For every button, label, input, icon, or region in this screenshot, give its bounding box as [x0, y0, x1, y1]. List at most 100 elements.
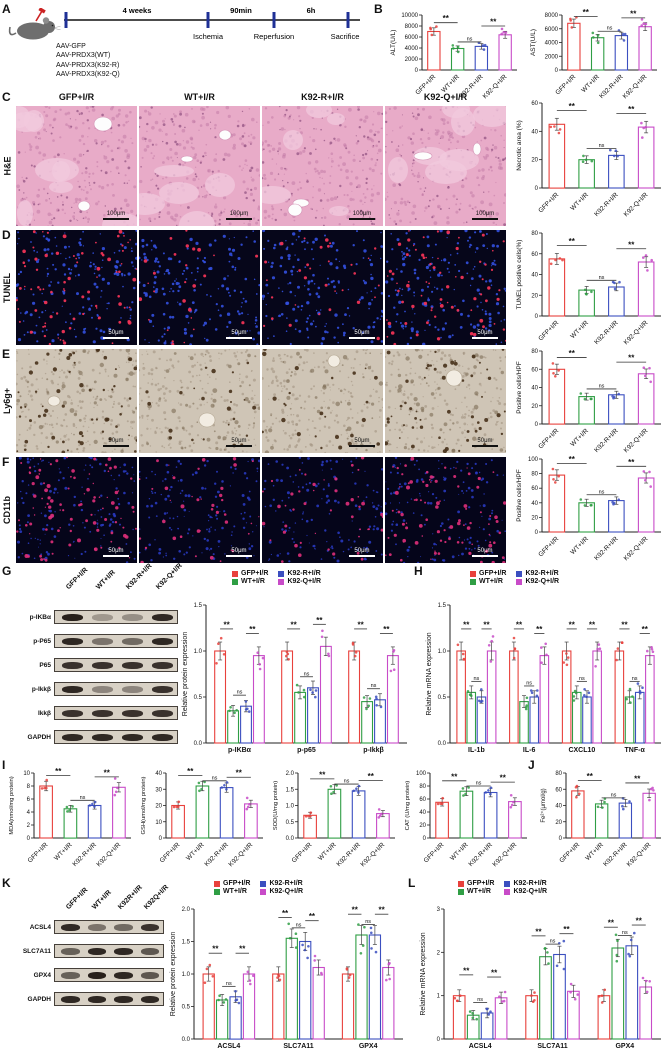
svg-text:0.0: 0.0	[438, 741, 447, 747]
legend-label: K92-Q+I/R	[287, 578, 322, 585]
svg-text:**: **	[536, 625, 543, 634]
svg-text:WT+I/R: WT+I/R	[317, 841, 338, 862]
event-ischemia: Ischemia	[193, 32, 224, 41]
aav-item: AAV-PRDX3(K92-Q)	[56, 71, 120, 79]
blot-protein-label: Ikkβ	[37, 709, 51, 717]
svg-text:8000: 8000	[545, 13, 559, 19]
legend-swatch-k92r	[278, 570, 285, 577]
legend-swatch-k92q	[260, 888, 267, 895]
svg-text:**: **	[569, 620, 576, 629]
svg-text:0: 0	[415, 68, 419, 74]
timeline-tick-reperfusion	[272, 12, 276, 28]
svg-text:MDA(nmol/mg protein): MDA(nmol/mg protein)	[9, 776, 15, 834]
aav-item: AAV-PRDX3(K92-R)	[56, 61, 120, 69]
blot-band-strip	[54, 658, 178, 672]
svg-text:K92-R+I/R: K92-R+I/R	[593, 427, 620, 454]
svg-text:GFP+I/R: GFP+I/R	[537, 319, 560, 342]
blot-band-strip	[54, 992, 164, 1006]
svg-text:TNF-α: TNF-α	[625, 747, 646, 754]
svg-text:WT+I/R: WT+I/R	[53, 841, 74, 862]
row-label-tunel: TUNEL	[2, 272, 12, 303]
svg-text:ns: ns	[473, 676, 479, 682]
svg-text:0.0: 0.0	[194, 741, 203, 747]
blot-g-lane-wt: WT+I/R	[95, 569, 117, 591]
svg-text:100μm: 100μm	[107, 211, 125, 217]
chart-g-protein: 0.0 0.5 1.0 1.5 Relative protein expression p…	[180, 598, 410, 761]
svg-text:1.5: 1.5	[194, 603, 203, 609]
svg-text:50μm: 50μm	[231, 330, 246, 336]
legend-item: WT+I/R	[458, 888, 494, 895]
tunel-image-gfp: 50μm	[16, 230, 137, 350]
legend-item: GFP+I/R	[214, 880, 250, 887]
legend-item: GFP+I/R	[470, 570, 506, 577]
svg-text:ALT(U/L): ALT(U/L)	[390, 30, 397, 56]
legend-swatch-k92q	[516, 578, 523, 585]
svg-text:GFP+I/R: GFP+I/R	[159, 841, 182, 864]
segment-4weeks: 4 weeks	[123, 6, 152, 15]
svg-text:50μm: 50μm	[231, 548, 246, 554]
timeline-tick-ischemia	[206, 12, 210, 28]
svg-text:p-IKBα: p-IKBα	[228, 747, 252, 754]
legend-label: WT+I/R	[223, 888, 247, 895]
svg-text:GFP+I/R: GFP+I/R	[27, 841, 50, 864]
legend-swatch-wt	[458, 888, 464, 895]
svg-text:WT+I/R: WT+I/R	[569, 427, 590, 448]
legend-swatch-k92q	[504, 888, 511, 895]
legend-label: GFP+I/R	[223, 880, 251, 887]
svg-text:ns: ns	[526, 680, 532, 686]
segment-6h: 6h	[307, 6, 316, 15]
svg-text:0: 0	[555, 68, 559, 74]
legend-swatch-k92q	[278, 578, 285, 585]
svg-text:100: 100	[528, 457, 539, 463]
svg-text:1.0: 1.0	[194, 649, 203, 655]
blot-protein-label: SLC7A11	[22, 947, 51, 955]
tunel-image-k92r: 50μm	[262, 230, 383, 350]
legend-l: GFP+I/R K92-R+I/R WT+I/R K92-Q+I/R	[458, 880, 547, 895]
svg-text:20: 20	[531, 158, 538, 164]
legend-item: WT+I/R	[470, 578, 506, 585]
svg-text:Necrotic area (%): Necrotic area (%)	[516, 120, 523, 171]
blot-row: p-Ikkβ	[12, 682, 178, 696]
legend-h: GFP+I/R K92-R+I/R WT+I/R K92-Q+I/R	[470, 570, 559, 585]
chart-ast: 0 2000 4000 6000 8000 AST(U/L) GFP+I/R WT+I/R K9…	[528, 8, 660, 107]
svg-text:SOD(U/mg protein): SOD(U/mg protein)	[273, 781, 279, 831]
ly6g-image-gfp: 50μm	[16, 349, 137, 458]
svg-text:2000: 2000	[545, 54, 559, 60]
he-image-gfp: 100μm	[16, 106, 137, 231]
svg-text:K92-R+I/R: K92-R+I/R	[593, 191, 620, 218]
svg-text:**: **	[463, 620, 470, 629]
legend-label: K92-R+I/R	[525, 570, 559, 577]
panel-label-c: C	[2, 90, 11, 104]
svg-text:4000: 4000	[545, 41, 559, 47]
blot-row: p-P65	[12, 634, 178, 648]
svg-text:K92-Q+I/R: K92-Q+I/R	[623, 191, 650, 218]
legend-swatch-gfp	[458, 880, 464, 887]
chart-l-mrna: 0 1 2 3 Relative mRNA expression ACSL4 SLC7A11…	[418, 902, 664, 1056]
svg-text:WT+I/R: WT+I/R	[580, 73, 601, 94]
panel-label-k: K	[2, 876, 11, 890]
panel-label-e: E	[2, 347, 11, 361]
blot-band-strip	[54, 634, 178, 648]
svg-text:40: 40	[531, 273, 538, 279]
panel-label-g: G	[2, 564, 12, 578]
svg-text:ns: ns	[304, 671, 310, 677]
svg-text:**: **	[589, 620, 596, 629]
panel-label-b: B	[374, 2, 383, 16]
legend-label: GFP+I/R	[241, 570, 269, 577]
svg-text:50μm: 50μm	[108, 438, 123, 444]
blot-k-lane-gfp: GFP+I/R	[65, 886, 90, 911]
timeline-tick-injection	[64, 12, 68, 28]
svg-text:ns: ns	[212, 775, 218, 781]
svg-text:**: **	[621, 620, 628, 629]
chart-ly6g: 0 20 40 60 80 Positive cells/HPF GFP+I/R WT+I/R…	[514, 344, 664, 461]
blot-row: P65	[12, 658, 178, 672]
svg-text:20: 20	[155, 804, 162, 810]
aav-item: AAV-GFP	[56, 43, 86, 50]
svg-text:60: 60	[531, 252, 538, 258]
legend-k: GFP+I/R K92-R+I/R WT+I/R K92-Q+I/R	[214, 880, 303, 895]
he-image-k92q: 100μm	[385, 106, 506, 231]
panel-label-f: F	[2, 455, 10, 469]
svg-text:**: **	[55, 767, 62, 776]
svg-text:K92-R+I/R: K92-R+I/R	[593, 535, 620, 562]
